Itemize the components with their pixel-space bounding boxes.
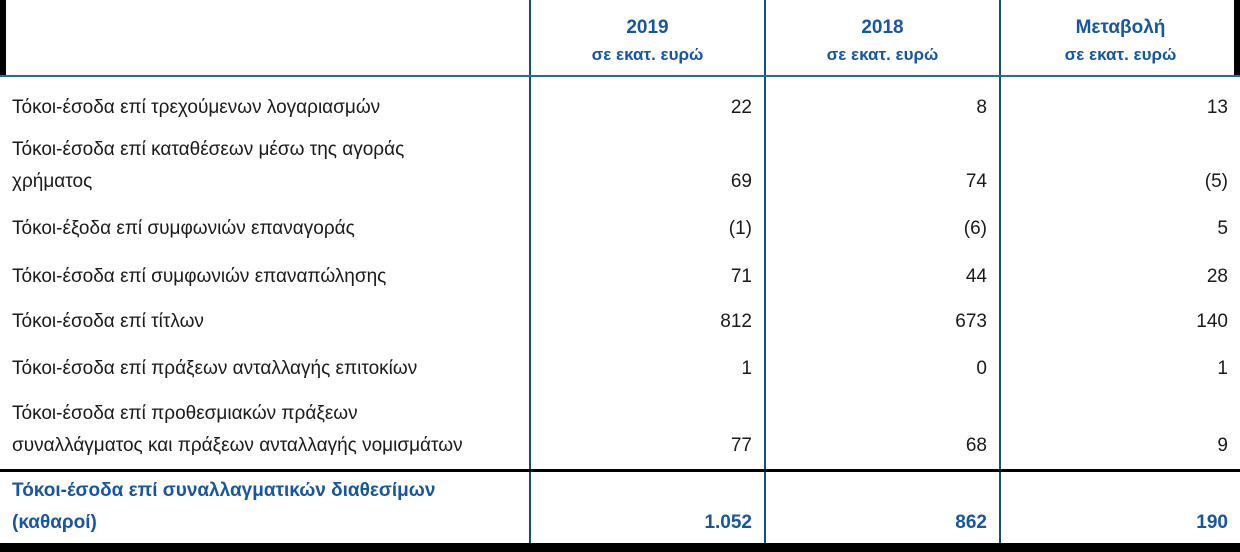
table-row: Τόκοι-έσοδα επί συμφωνιών επαναπώλησης 7… <box>0 252 1240 300</box>
col-header-2019-year: 2019 <box>626 17 669 38</box>
row-label: Τόκοι-έσοδα επί τρεχούμενων λογαριασμών <box>12 97 381 118</box>
col-header-change: Μεταβολή σε εκατ. ευρώ <box>999 0 1240 77</box>
value-2019: 71 <box>529 252 765 300</box>
value-change: 1 <box>999 345 1240 392</box>
total-value-2019: 1.052 <box>529 468 765 546</box>
col-header-2018-unit: σε εκατ. ευρώ <box>826 45 939 64</box>
value-2019: 69 <box>529 131 765 205</box>
total-label: Τόκοι-έσοδα επί συναλλαγματικών διαθεσίμ… <box>0 468 530 546</box>
row-label: Τόκοι-έσοδα επί συμφωνιών επαναπώλησης <box>12 266 387 287</box>
value-2019: (1) <box>529 205 765 252</box>
value-change: (5) <box>999 131 1240 205</box>
col-header-2018: 2018 σε εκατ. ευρώ <box>764 0 1000 77</box>
value-2018: (6) <box>764 205 1000 252</box>
value-2018: 0 <box>764 345 1000 392</box>
value-change: 28 <box>999 252 1240 300</box>
table-row: Τόκοι-έσοδα επί τρεχούμενων λογαριασμών … <box>0 76 1240 131</box>
corner-cell <box>0 0 530 77</box>
value-2019: 77 <box>529 392 765 470</box>
total-value-change: 190 <box>999 468 1240 546</box>
total-value-2018: 862 <box>764 468 1000 546</box>
total-row: Τόκοι-έσοδα επί συναλλαγματικών διαθεσίμ… <box>0 468 1240 546</box>
value-2019: 812 <box>529 300 765 345</box>
table-row: Τόκοι-έσοδα επί καταθέσεων μέσω της αγορ… <box>0 131 1240 205</box>
value-change: 9 <box>999 392 1240 470</box>
col-header-change-unit: σε εκατ. ευρώ <box>1064 45 1177 64</box>
table-body: Τόκοι-έσοδα επί τρεχούμενων λογαριασμών … <box>0 76 1240 546</box>
value-change: 140 <box>999 300 1240 345</box>
row-label: Τόκοι-έξοδα επί συμφωνιών επαναγοράς <box>12 218 355 239</box>
table-header: 2019 σε εκατ. ευρώ 2018 σε εκατ. ευρώ Με… <box>0 0 1240 77</box>
value-2019: 1 <box>529 345 765 392</box>
col-header-change-title: Μεταβολή <box>1075 17 1166 38</box>
table-row: Τόκοι-έσοδα επί τίτλων 812 673 140 <box>0 300 1240 345</box>
value-2018: 68 <box>764 392 1000 470</box>
value-2018: 74 <box>764 131 1000 205</box>
table-bottom-border <box>0 543 1240 552</box>
table-row: Τόκοι-έσοδα επί προθεσμιακών πράξεων συν… <box>0 392 1240 470</box>
row-label: Τόκοι-έσοδα επί τίτλων <box>12 311 204 332</box>
row-label: Τόκοι-έσοδα επί καταθέσεων μέσω της αγορ… <box>12 139 405 192</box>
value-change: 5 <box>999 205 1240 252</box>
col-header-2018-year: 2018 <box>861 17 904 38</box>
row-label: Τόκοι-έσοδα επί προθεσμιακών πράξεων συν… <box>12 402 463 456</box>
value-2018: 44 <box>764 252 1000 300</box>
row-label: Τόκοι-έσοδα επί πράξεων ανταλλαγής επιτο… <box>12 358 418 379</box>
col-header-2019-unit: σε εκατ. ευρώ <box>591 45 704 64</box>
header-row: 2019 σε εκατ. ευρώ 2018 σε εκατ. ευρώ Με… <box>0 0 1240 77</box>
col-header-2019: 2019 σε εκατ. ευρώ <box>529 0 765 77</box>
table-row: Τόκοι-έσοδα επί πράξεων ανταλλαγής επιτο… <box>0 345 1240 392</box>
value-2018: 8 <box>764 76 1000 131</box>
table-row: Τόκοι-έξοδα επί συμφωνιών επαναγοράς (1)… <box>0 205 1240 252</box>
value-2019: 22 <box>529 76 765 131</box>
value-change: 13 <box>999 76 1240 131</box>
value-2018: 673 <box>764 300 1000 345</box>
